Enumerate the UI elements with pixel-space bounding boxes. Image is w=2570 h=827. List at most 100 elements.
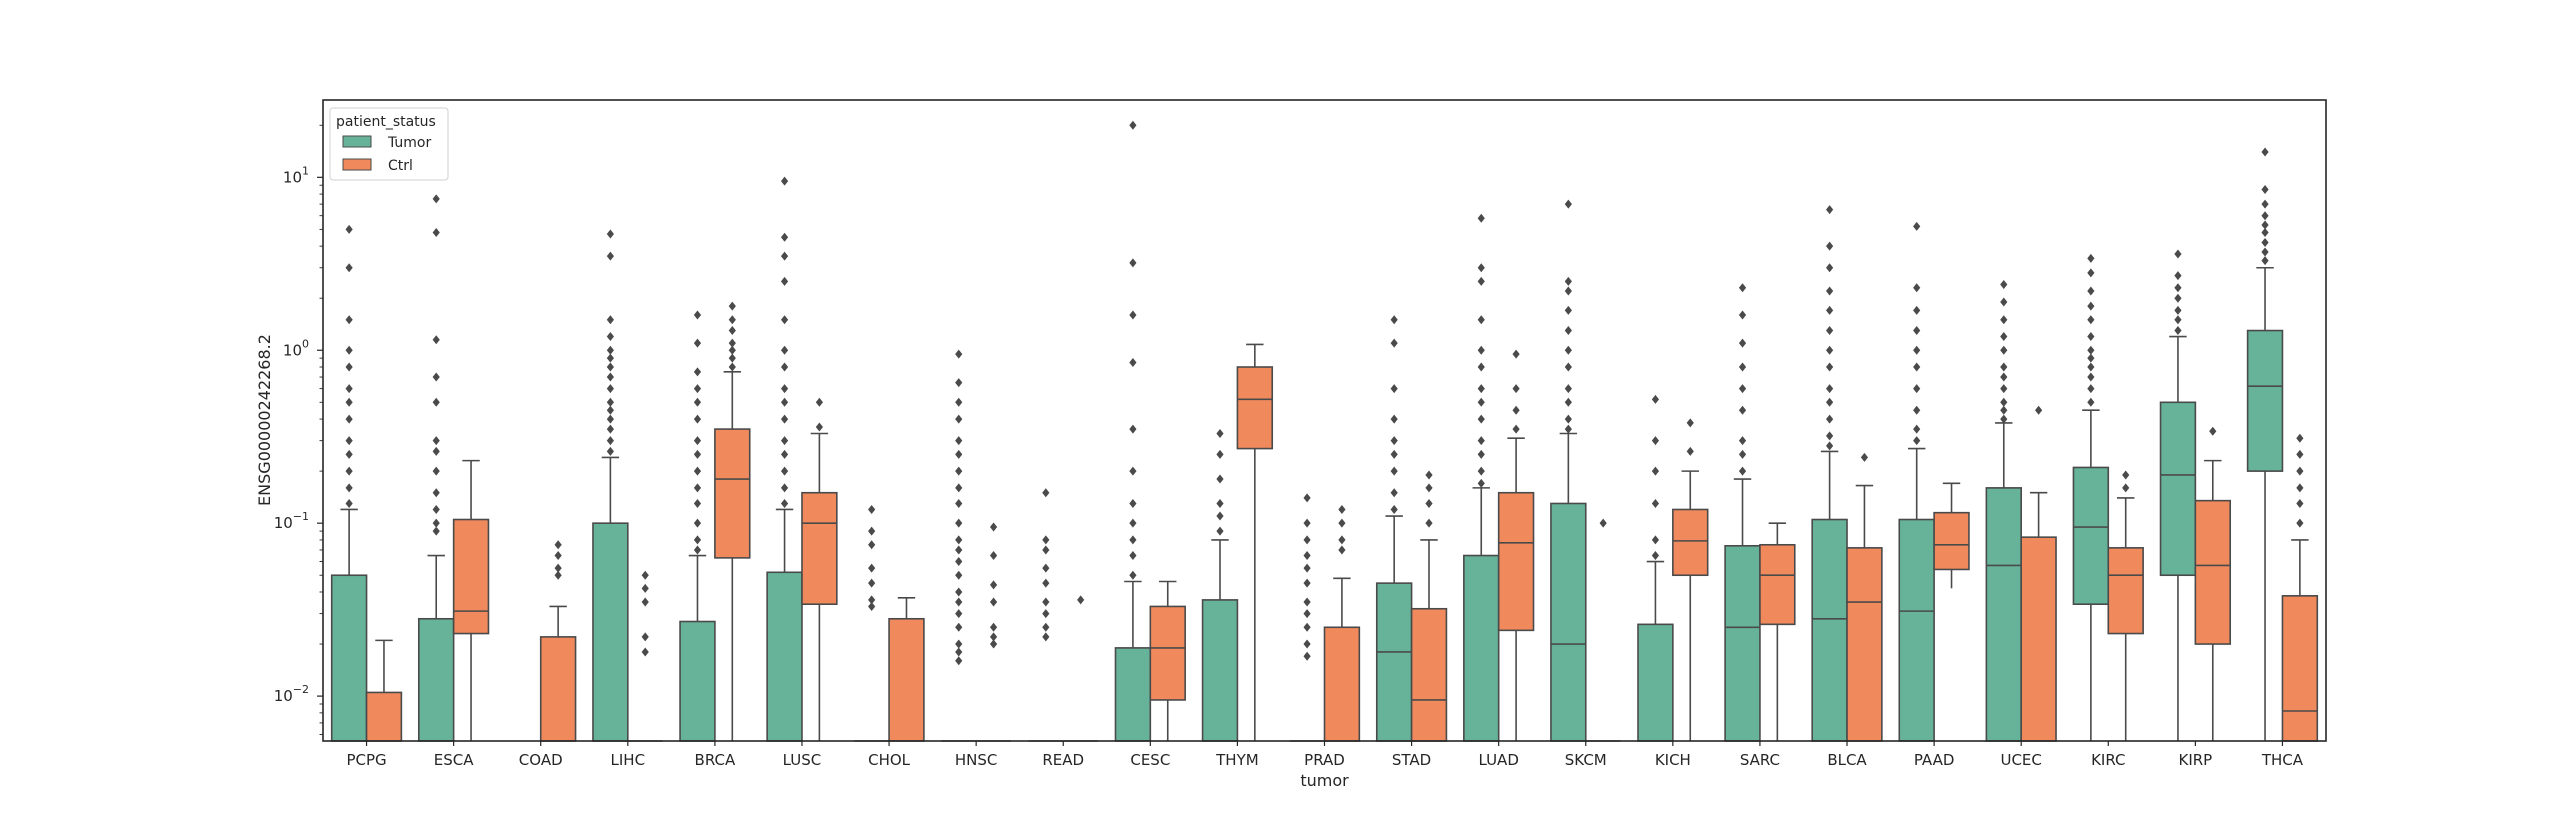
- outlier-point: [1913, 424, 1921, 434]
- outlier-point: [780, 345, 789, 355]
- x-tick-label-thym: THYM: [1215, 751, 1259, 769]
- outlier-point: [1303, 551, 1311, 561]
- outlier-point: [1564, 276, 1572, 286]
- x-tick-label-hnsc: HNSC: [955, 751, 998, 769]
- legend-label-tumor: Tumor: [387, 135, 432, 151]
- outlier-point: [1477, 263, 1485, 273]
- box-ctrl-thca: [2281, 433, 2319, 742]
- outlier-point: [1390, 466, 1398, 476]
- outlier-point: [693, 498, 702, 508]
- outlier-point: [432, 372, 440, 382]
- y-tick-label: 100: [283, 337, 309, 359]
- outlier-point: [1303, 622, 1311, 632]
- outlier-point: [1913, 326, 1921, 336]
- outlier-point: [2087, 362, 2095, 372]
- outlier-point: [1738, 362, 1747, 372]
- outlier-point: [868, 578, 876, 588]
- outlier-point: [728, 326, 736, 336]
- outlier-point: [2087, 372, 2095, 382]
- outlier-point: [432, 466, 440, 476]
- outlier-point: [2174, 293, 2182, 303]
- outlier-point: [780, 362, 789, 372]
- outlier-point: [1042, 578, 1050, 588]
- iqr-box: [539, 636, 577, 742]
- outlier-point: [1477, 384, 1485, 394]
- outlier-point: [955, 466, 963, 476]
- outlier-point: [2087, 345, 2095, 355]
- outlier-point: [606, 229, 614, 239]
- box-tumor-esca: [417, 194, 455, 742]
- outlier-point: [1129, 570, 1137, 580]
- outlier-point: [728, 362, 736, 372]
- outlier-point: [1129, 518, 1137, 528]
- outlier-point: [1425, 518, 1433, 528]
- outlier-point: [2261, 237, 2269, 247]
- outlier-point: [1129, 258, 1137, 268]
- outlier-point: [2261, 227, 2269, 237]
- legend: patient_status Tumor Ctrl: [329, 107, 449, 181]
- outlier-point: [554, 563, 562, 573]
- outlier-point: [693, 449, 702, 459]
- outlier-point: [432, 526, 440, 536]
- box-tumor-thca: [2246, 147, 2284, 741]
- outlier-point: [1651, 394, 1660, 404]
- outlier-point: [345, 466, 353, 476]
- outlier-point: [868, 526, 876, 536]
- outlier-point: [780, 384, 789, 394]
- outlier-point: [2296, 483, 2304, 493]
- outlier-point: [345, 397, 353, 407]
- outlier-point: [1512, 349, 1520, 359]
- iqr-box: [2072, 466, 2110, 605]
- x-tick-label-kirp: KIRP: [2179, 751, 2213, 769]
- outlier-point: [641, 570, 649, 580]
- outlier-point: [1826, 286, 1834, 296]
- outlier-point: [1390, 315, 1398, 325]
- plot-layer: [330, 120, 2319, 742]
- outlier-point: [2000, 315, 2008, 325]
- outlier-point: [554, 551, 562, 561]
- outlier-point: [1303, 597, 1311, 607]
- outlier-point: [1913, 221, 1921, 231]
- outlier-point: [1216, 526, 1224, 536]
- outlier-point: [1826, 345, 1834, 355]
- outlier-point: [955, 656, 963, 666]
- plot-frame: [322, 99, 2327, 742]
- outlier-point: [606, 414, 614, 424]
- box-ctrl-kirc: [2107, 470, 2144, 741]
- outlier-point: [2261, 147, 2269, 157]
- outlier-point: [1651, 535, 1660, 545]
- outlier-point: [2296, 518, 2304, 528]
- outlier-point: [1216, 474, 1224, 484]
- iqr-box: [1114, 647, 1152, 742]
- outlier-point: [345, 345, 353, 355]
- outlier-point: [1913, 362, 1921, 372]
- x-tick-label-paad: PAAD: [1914, 751, 1955, 769]
- outlier-point: [606, 384, 614, 394]
- outlier-point: [1564, 414, 1572, 424]
- outlier-point: [780, 397, 789, 407]
- outlier-point: [693, 483, 702, 493]
- outlier-point: [1042, 545, 1050, 555]
- outlier-point: [728, 301, 736, 311]
- x-tick-label-cesc: CESC: [1130, 751, 1170, 769]
- outlier-point: [1303, 535, 1311, 545]
- iqr-box: [330, 574, 368, 742]
- outlier-point: [955, 436, 963, 446]
- x-tick-label-lihc: LIHC: [611, 751, 646, 769]
- outlier-point: [728, 345, 736, 355]
- iqr-box: [1201, 599, 1239, 742]
- outlier-point: [2261, 220, 2269, 230]
- outlier-point: [2087, 268, 2095, 278]
- box-ctrl-coad: [539, 540, 577, 742]
- outlier-point: [1826, 384, 1834, 394]
- box-tumor-lusc: [766, 176, 803, 742]
- box-ctrl-sarc: [1759, 522, 1796, 741]
- outlier-point: [2000, 405, 2008, 415]
- outlier-point: [780, 315, 789, 325]
- outlier-point: [1390, 504, 1398, 514]
- outlier-point: [780, 449, 789, 459]
- x-tick-label-read: READ: [1042, 751, 1084, 769]
- outlier-point: [1477, 449, 1485, 459]
- outlier-point: [2000, 332, 2008, 342]
- outlier-point: [1216, 449, 1224, 459]
